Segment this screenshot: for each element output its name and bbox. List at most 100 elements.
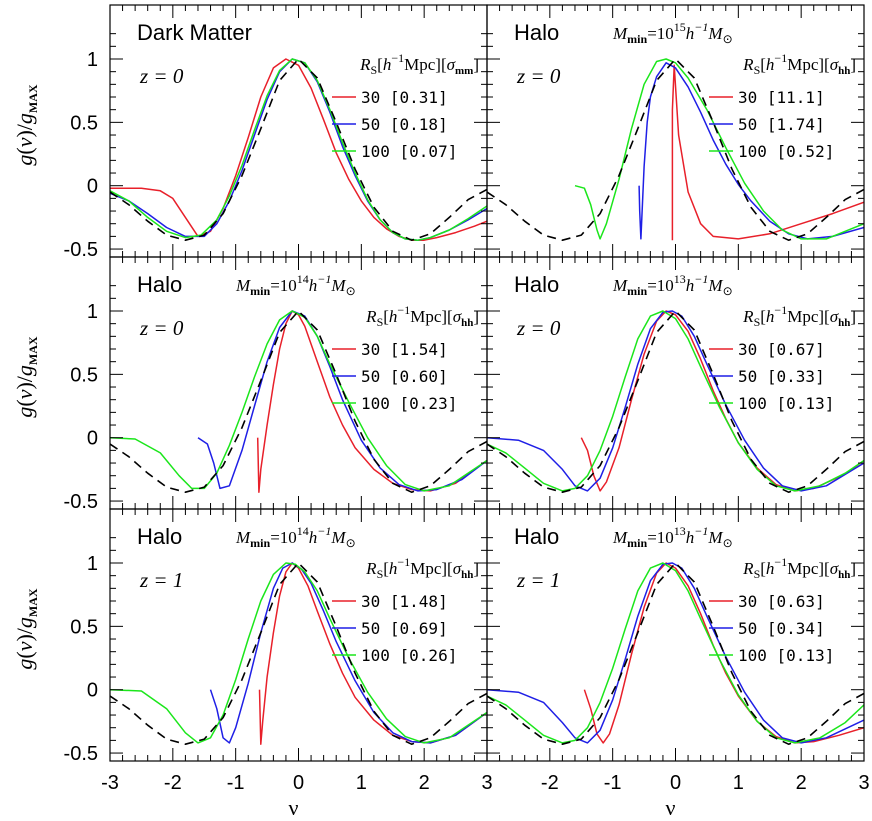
reference-curve [110, 58, 487, 241]
y-axis-title: g(ν)/gMAX [12, 336, 40, 418]
x-tick-label: 2 [796, 772, 807, 794]
panel-curves [110, 562, 487, 746]
x-axis-title: ν [666, 795, 676, 820]
reference-curve [110, 310, 487, 494]
redshift-label: z = 0 [516, 64, 561, 88]
panel-2: Halo z = 0 Mmin=1015h−1M⊙ RS[h−1Mpc][σhh] 30… [486, 4, 865, 258]
legend-header: RS[h−1Mpc][σhh] [742, 303, 856, 329]
y-tick-label: 0 [87, 428, 98, 450]
reference-curve [487, 562, 864, 746]
panel-title: Halo [514, 524, 559, 549]
reference-curve [487, 310, 864, 494]
y-tick-label: 0 [87, 176, 98, 198]
mmin-label: Mmin=1014h−1M⊙ [235, 272, 356, 298]
x-tick-label: -1 [604, 772, 622, 794]
redshift-label: z = 1 [139, 568, 183, 592]
y-tick-label: 1 [87, 301, 98, 323]
legend-label: 30 [0.67] [738, 340, 825, 359]
redshift-label: z = 0 [139, 316, 184, 340]
x-tick-label: 1 [356, 772, 367, 794]
panel-4: Halo z = 0 Mmin=1013h−1M⊙ RS[h−1Mpc][σhh] 30… [486, 256, 865, 510]
legend-label: 50 [0.33] [738, 367, 825, 386]
legend-header: RS[h−1Mpc][σhh] [742, 51, 856, 77]
series-100-curve [110, 310, 487, 492]
reference-curve [110, 562, 487, 746]
y-axis-title: g(ν)/gMAX [12, 588, 40, 670]
panel-title: Halo [137, 272, 182, 297]
y-tick-label: -0.5 [64, 743, 98, 765]
panel-1: -0.5 0 0.5 1 g(ν)/gMAX Dark Matter z = 0 RS[h−1… [12, 4, 488, 261]
series-30-curve [256, 310, 487, 493]
y-axis-title: g(ν)/gMAX [12, 84, 40, 166]
legend-header: RS[h−1Mpc][σhh] [365, 555, 479, 581]
legend-label: 100 [0.13] [738, 646, 834, 665]
panel-3: -0.5 0 0.5 1 g(ν)/gMAX Halo z = 0 Mmin=1014h−1M… [12, 256, 488, 513]
y-tick-label: 0.5 [70, 364, 98, 386]
panel-title: Halo [137, 524, 182, 549]
series-30-curve [671, 64, 864, 241]
x-tick-label: 1 [733, 772, 744, 794]
legend-label: 30 [0.63] [738, 592, 825, 611]
legend-label: 30 [1.48] [361, 592, 448, 611]
x-tick-label: -1 [227, 772, 245, 794]
x-tick-label: 0 [670, 772, 681, 794]
legend-label: 100 [0.26] [361, 646, 457, 665]
series-100-curve [487, 562, 864, 744]
redshift-label: z = 1 [516, 568, 560, 592]
y-tick-label: -0.5 [64, 239, 98, 261]
panel-curves [487, 58, 864, 241]
mmin-label: Mmin=1014h−1M⊙ [235, 524, 356, 550]
x-tick-label: 3 [858, 772, 869, 794]
panel-curves [110, 310, 487, 494]
series-50-curve [487, 562, 864, 744]
legend-label: 50 [0.69] [361, 619, 448, 638]
panel-title: Halo [514, 272, 559, 297]
y-tick-label: 0.5 [70, 112, 98, 134]
panel-6: -2 -1 0 1 2 3 ν Halo z = 1 Mmin=1013h−1M⊙ RS[h−1Mp… [486, 508, 870, 820]
legend-header: RS[h−1Mpc][σmm] [359, 51, 479, 77]
reference-curve [487, 58, 864, 241]
legend-label: 100 [0.13] [738, 394, 834, 413]
legend-label: 30 [0.31] [361, 88, 448, 107]
legend-label: 100 [0.23] [361, 394, 457, 413]
y-tick-label: 1 [87, 553, 98, 575]
mmin-label: Mmin=1015h−1M⊙ [612, 20, 733, 46]
panel-curves [110, 58, 487, 241]
panel-curves [487, 310, 864, 494]
legend-label: 50 [0.34] [738, 619, 825, 638]
x-tick-label: -3 [101, 772, 119, 794]
panel-title: Halo [514, 20, 559, 45]
mmin-label: Mmin=1013h−1M⊙ [612, 272, 733, 298]
y-tick-label: 0.5 [70, 616, 98, 638]
legend-label: 50 [1.74] [738, 115, 825, 134]
panel-curves [487, 562, 864, 746]
x-tick-label: -2 [164, 772, 182, 794]
legend-label: 30 [11.1] [738, 88, 825, 107]
legend-header: RS[h−1Mpc][σhh] [742, 555, 856, 581]
legend-label: 50 [0.60] [361, 367, 448, 386]
redshift-label: z = 0 [139, 64, 184, 88]
y-tick-label: -0.5 [64, 491, 98, 513]
legend-header: RS[h−1Mpc][σhh] [365, 303, 479, 329]
x-tick-label: 3 [481, 772, 492, 794]
panel-5: -0.5 0 0.5 1 g(ν)/gMAX -3 -2 -1 0 1 2 3 ν Halo z = 1 Mm… [12, 508, 493, 820]
series-100-curve [574, 58, 864, 240]
legend-label: 100 [0.07] [361, 142, 457, 161]
x-tick-label: 0 [293, 772, 304, 794]
series-100-curve [110, 562, 487, 744]
mmin-label: Mmin=1013h−1M⊙ [612, 524, 733, 550]
y-tick-label: 0 [87, 680, 98, 702]
redshift-label: z = 0 [516, 316, 561, 340]
legend-label: 30 [1.54] [361, 340, 448, 359]
panel-title: Dark Matter [137, 20, 252, 45]
y-tick-label: 1 [87, 49, 98, 71]
series-50-curve [197, 310, 487, 492]
x-tick-label: 2 [419, 772, 430, 794]
legend-label: 50 [0.18] [361, 115, 448, 134]
series-50-curve [487, 310, 864, 492]
x-axis-title: ν [289, 795, 299, 820]
series-100-curve [487, 310, 864, 492]
legend-label: 100 [0.52] [738, 142, 834, 161]
x-tick-label: -2 [541, 772, 559, 794]
